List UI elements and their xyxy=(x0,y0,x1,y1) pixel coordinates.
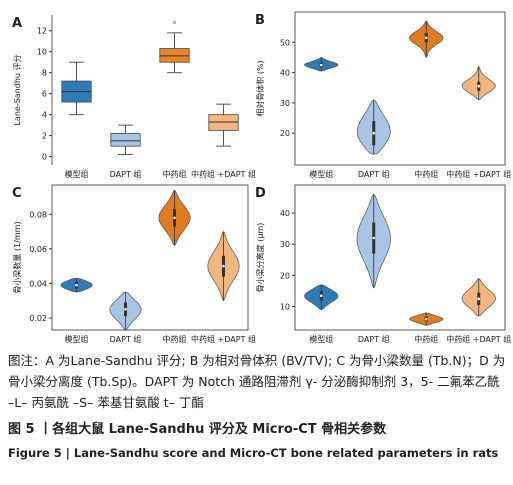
box xyxy=(159,48,190,63)
y-tick-label: 0.06 xyxy=(29,245,47,254)
panel-label: D xyxy=(255,186,266,201)
box xyxy=(110,133,141,147)
x-tick-label: 中药组 xyxy=(414,169,438,179)
box xyxy=(208,114,239,131)
y-axis-label: 骨小梁数量 (1/mm) xyxy=(12,221,22,293)
median xyxy=(424,317,428,321)
median xyxy=(222,264,225,268)
y-tick-label: 0.04 xyxy=(29,279,47,288)
x-tick-label: 模型组 xyxy=(65,334,89,344)
caption-note: 图注：A 为Lane-Sandhu 评分; B 为相对骨体积 (BV/TV); … xyxy=(8,353,506,410)
median xyxy=(477,84,481,88)
y-tick-label: 12 xyxy=(37,27,47,36)
median xyxy=(477,297,481,301)
frame xyxy=(294,184,506,331)
median xyxy=(372,236,376,240)
median xyxy=(319,63,323,67)
median xyxy=(319,294,323,297)
x-tick-label: DAPT 组 xyxy=(110,169,142,179)
median xyxy=(75,283,78,287)
caption-title-cn: 图 5 丨各组大鼠 Lane-Sandhu 评分及 Micro-CT 骨相关参数 xyxy=(8,422,387,437)
median xyxy=(424,36,428,40)
median xyxy=(372,131,376,135)
x-tick-label: 中药组 +DAPT 组 xyxy=(446,169,511,179)
outlier xyxy=(173,20,177,24)
x-tick-label: 中药组 xyxy=(414,334,438,344)
x-tick-label: 中药组 xyxy=(163,169,187,179)
y-tick-label: 20 xyxy=(280,129,290,138)
caption-title-en: Figure 5 | Lane-Sandhu score and Micro-C… xyxy=(8,446,499,460)
x-tick-label: 中药组 +DAPT 组 xyxy=(191,169,256,179)
median xyxy=(173,216,176,220)
y-tick-label: 0.08 xyxy=(29,210,47,219)
y-tick-label: 0 xyxy=(42,153,47,162)
x-tick-label: 中药组 +DAPT 组 xyxy=(191,334,256,344)
y-axis-label: 相对骨体积 (%) xyxy=(255,60,265,116)
frame xyxy=(294,11,506,166)
y-tick-label: 30 xyxy=(280,240,290,249)
x-tick-label: 中药组 xyxy=(163,334,187,344)
y-tick-label: 40 xyxy=(280,69,290,78)
panel-label: A xyxy=(12,16,22,31)
y-axis-label: Lane-Sandhu 评分 xyxy=(13,54,22,125)
x-tick-label: DAPT 组 xyxy=(110,334,142,344)
y-tick-label: 2 xyxy=(42,132,47,141)
y-tick-label: 20 xyxy=(280,271,290,280)
frame xyxy=(51,184,249,331)
y-tick-label: 50 xyxy=(280,38,290,47)
x-tick-label: 中药组 +DAPT 组 xyxy=(446,334,511,344)
y-tick-label: 0.02 xyxy=(29,314,47,323)
x-tick-label: 模型组 xyxy=(65,169,89,179)
x-tick-label: 模型组 xyxy=(309,334,333,344)
x-tick-label: DAPT 组 xyxy=(358,169,390,179)
x-tick-label: 模型组 xyxy=(309,169,333,179)
y-tick-label: 8 xyxy=(42,69,47,78)
y-tick-label: 10 xyxy=(280,303,290,312)
y-tick-label: 40 xyxy=(280,209,290,218)
x-tick-label: DAPT 组 xyxy=(358,334,390,344)
panel-label: C xyxy=(12,186,22,201)
y-tick-label: 6 xyxy=(42,90,47,99)
figure: ALane-Sandhu 评分024681012模型组 DAPT 组中药组 中药组 … xyxy=(12,11,511,344)
panel-label: B xyxy=(255,13,265,28)
median xyxy=(124,307,127,311)
y-tick-label: 30 xyxy=(280,99,290,108)
y-tick-label: 10 xyxy=(37,48,47,57)
y-tick-label: 4 xyxy=(42,111,47,120)
y-axis-label: 骨小梁分离度 (μm) xyxy=(255,223,265,293)
